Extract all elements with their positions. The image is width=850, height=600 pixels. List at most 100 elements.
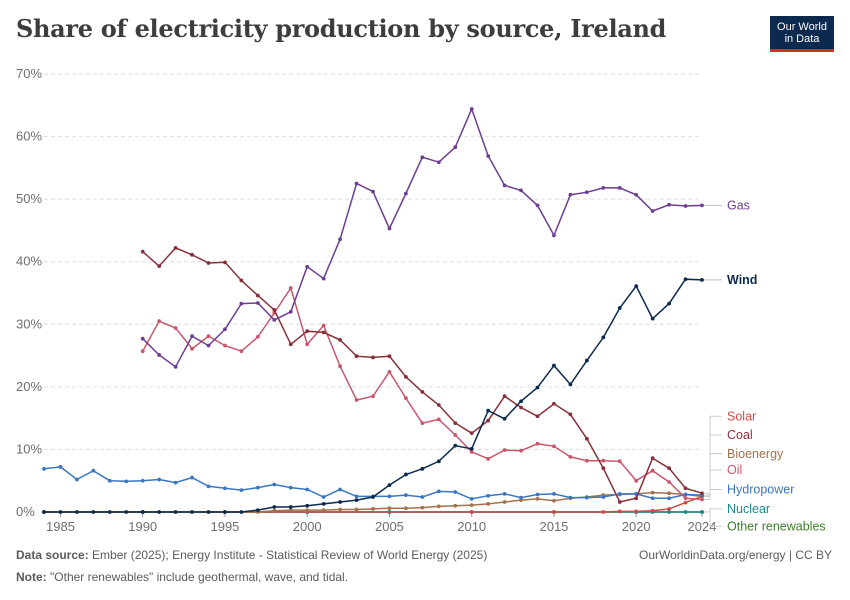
x-tick-label: 2010 [457, 519, 486, 534]
data-point-hydropower [239, 488, 244, 492]
label-connector [704, 511, 722, 527]
chart-title: Share of electricity production by sourc… [16, 14, 667, 43]
data-point-coal [700, 491, 704, 496]
data-point-bioenergy [469, 503, 474, 508]
data-point-hydropower [552, 491, 556, 496]
data-point-coal [469, 431, 474, 436]
data-point-hydropower [584, 495, 589, 500]
data-point-hydropower [75, 477, 79, 482]
data-point-oil [453, 433, 458, 437]
data-point-gas [173, 364, 178, 369]
series-line-gas [142, 106, 703, 368]
data-point-gas [239, 301, 244, 306]
chart-note: Note: "Other renewables" include geother… [16, 570, 348, 584]
data-point-coal [453, 421, 458, 426]
data-point-wind [502, 416, 507, 421]
data-source-label: Data source: [16, 548, 89, 562]
data-point-wind [272, 505, 277, 509]
data-point-wind [173, 510, 178, 514]
x-tick-label: 1995 [210, 519, 239, 534]
data-point-hydropower [305, 487, 310, 492]
owid-logo[interactable]: Our World in Data [770, 16, 834, 52]
data-point-coal [206, 261, 211, 265]
data-point-hydropower [601, 495, 606, 499]
series-line-coal [142, 247, 703, 503]
data-point-gas [486, 154, 491, 158]
series-line-solar [44, 495, 703, 513]
data-point-gas [371, 189, 375, 194]
data-point-hydropower [288, 485, 293, 490]
data-point-oil [338, 364, 342, 369]
data-point-gas [667, 202, 671, 207]
data-point-hydropower [486, 493, 491, 498]
data-point-coal [140, 249, 145, 254]
x-tick-label: 1990 [128, 519, 157, 534]
data-point-hydropower [124, 479, 129, 484]
data-point-gas [650, 209, 655, 213]
data-point-gas [700, 203, 704, 208]
data-point-wind [58, 510, 63, 514]
data-point-hydropower [338, 487, 342, 492]
data-point-gas [404, 191, 408, 196]
data-point-hydropower [42, 466, 46, 471]
data-point-gas [157, 353, 162, 357]
data-point-oil [519, 448, 523, 453]
data-point-bioenergy [371, 506, 375, 511]
data-point-coal [338, 338, 342, 342]
data-point-wind [617, 306, 622, 310]
data-point-oil [650, 468, 655, 473]
data-point-wind [634, 284, 639, 289]
x-tick-label: 2000 [293, 519, 322, 534]
data-point-gas [305, 264, 310, 269]
data-point-nuclear [667, 510, 671, 514]
data-point-bioenergy [486, 501, 491, 506]
data-point-wind [305, 503, 310, 508]
data-point-gas [206, 343, 211, 348]
data-point-coal [683, 486, 688, 491]
data-point-wind [107, 510, 112, 514]
data-point-bioenergy [650, 490, 655, 495]
data-point-oil [420, 421, 425, 426]
data-point-coal [387, 354, 392, 359]
data-point-wind [436, 459, 441, 464]
data-point-hydropower [453, 490, 458, 494]
data-point-gas [568, 192, 573, 197]
data-point-bioenergy [502, 500, 507, 504]
data-point-hydropower [667, 496, 671, 501]
data-point-coal [404, 374, 408, 379]
data-point-coal [667, 466, 671, 471]
data-point-oil [601, 458, 606, 463]
data-point-coal [190, 252, 194, 257]
data-point-hydropower [140, 478, 145, 483]
data-point-gas [617, 185, 622, 190]
data-point-oil [700, 497, 704, 502]
y-tick-label: 10% [16, 441, 42, 456]
data-point-wind [338, 500, 342, 504]
data-point-bioenergy [404, 506, 408, 511]
data-point-wind [206, 510, 211, 514]
data-point-hydropower [387, 494, 392, 499]
data-point-hydropower [107, 478, 112, 483]
line-chart: 0% 10% 20% 30% 40% 50% 60% 70% 1985 1990 1995 2000 2… [16, 66, 826, 534]
data-point-hydropower [354, 494, 359, 499]
data-point-gas [420, 155, 425, 160]
y-tick-label: 40% [16, 254, 42, 269]
data-point-wind [239, 510, 244, 514]
data-point-gas [387, 226, 392, 231]
data-point-hydropower [420, 495, 425, 499]
data-source-text[interactable]: Ember (2025); Energy Institute - Statist… [92, 548, 488, 562]
data-point-hydropower [502, 491, 507, 496]
data-point-gas [584, 190, 589, 195]
data-point-solar [552, 510, 556, 514]
data-point-oil [206, 334, 211, 339]
data-point-wind [535, 385, 540, 390]
data-point-wind [667, 301, 671, 306]
data-point-coal [157, 264, 162, 268]
data-point-wind [552, 363, 556, 368]
data-source: Data source: Ember (2025); Energy Instit… [16, 548, 487, 562]
data-point-wind [91, 510, 96, 514]
label-connector [704, 488, 722, 496]
data-point-oil [255, 334, 260, 339]
credit-link[interactable]: OurWorldinData.org/energy | CC BY [639, 548, 832, 562]
data-point-coal [239, 278, 244, 283]
